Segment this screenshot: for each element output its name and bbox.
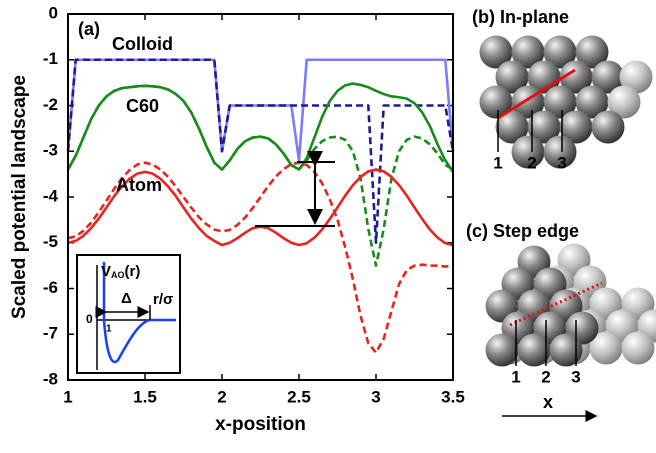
sphere: [550, 334, 583, 367]
x-tick-label: 2.5: [287, 387, 311, 406]
inset-one: 1: [106, 324, 112, 335]
marker-label: 1: [511, 367, 520, 386]
annotation: Atom: [116, 175, 162, 195]
panel-label: (a): [78, 19, 100, 39]
inset-ylabel-arg: (r): [125, 263, 141, 280]
marker-label: 2: [541, 367, 550, 386]
inset-xlabel: r/σ: [153, 291, 173, 308]
direction-label: x: [543, 392, 553, 412]
inset-delta: Δ: [121, 290, 132, 307]
annotation: Colloid: [112, 34, 173, 54]
panel-title: (b) In-plane: [472, 7, 569, 27]
x-axis-label: x-position: [215, 414, 306, 435]
y-tick-label: -2: [43, 95, 58, 114]
y-tick-label: -4: [43, 186, 59, 205]
y-tick-label: -7: [43, 324, 58, 343]
barrier-indicator: [255, 162, 335, 226]
x-tick-label: 1.5: [133, 387, 157, 406]
x-tick-label: 3.5: [441, 387, 465, 406]
marker-label: 2: [527, 153, 536, 172]
inset-ylabel: V: [101, 263, 111, 280]
sphere-diagrams: 1 2 3 1 2 3: [480, 36, 656, 387]
y-tick-label: -1: [43, 49, 58, 68]
panel-title: (c) Step edge: [466, 221, 579, 241]
marker-label: 3: [557, 153, 566, 172]
inset-zero: 0: [86, 312, 93, 326]
sphere: [486, 334, 519, 367]
x-tick-label: 3: [371, 387, 380, 406]
x-tick-label: 1: [63, 387, 72, 406]
sphere: [622, 332, 655, 365]
y-tick-label: -8: [43, 369, 58, 388]
marker-label: 3: [571, 367, 580, 386]
annotation: C60: [126, 96, 159, 116]
inset-ylabel-sub: AO: [111, 270, 125, 280]
y-tick-label: -3: [43, 141, 58, 160]
marker-label: 1: [493, 153, 502, 172]
y-axis-label: Scaled potential landscape: [9, 75, 30, 319]
y-tick-label: -6: [43, 278, 58, 297]
x-tick-label: 2: [217, 387, 226, 406]
sphere: [592, 111, 625, 144]
y-tick-label: 0: [49, 3, 58, 22]
inset: VAO(r) 0 1 Δ r/σ: [77, 255, 180, 373]
y-tick-label: -5: [43, 232, 58, 251]
figure: 0 -1 -2 -3 -4 -5 -6 -7 -8 1 1.5 2 2.5 3 3.5 x-position S…: [0, 0, 656, 453]
